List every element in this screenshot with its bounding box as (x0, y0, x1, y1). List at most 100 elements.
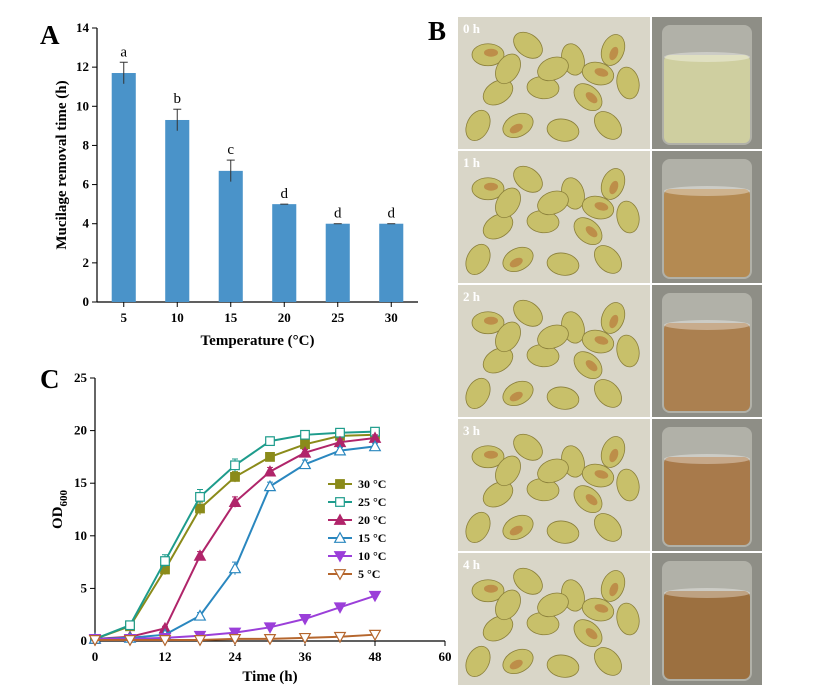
x-tick-label: 20 (278, 310, 291, 325)
photo-row-1: 1 h (458, 151, 762, 283)
bean-mark (585, 360, 598, 372)
y-tick-label: 10 (74, 528, 87, 543)
bean-mark (509, 257, 523, 268)
bean (495, 53, 521, 85)
data-point (228, 627, 242, 640)
bean (537, 324, 569, 350)
time-label: 0 h (463, 21, 481, 36)
liquid-surface (664, 52, 750, 62)
bar (165, 119, 190, 302)
bean-mark (594, 336, 609, 345)
series-1 (90, 426, 380, 644)
bean (546, 386, 580, 410)
data-point (228, 495, 242, 508)
data-point (230, 471, 240, 482)
photo-row-2: 2 h (458, 285, 762, 417)
bean-mark (609, 46, 619, 61)
bean (594, 647, 622, 676)
bean-mark (585, 494, 598, 506)
legend-marker (333, 531, 347, 543)
bean (594, 513, 622, 542)
bean (513, 433, 543, 461)
bean-mark (585, 628, 598, 640)
bar-chart-a: 0 2 4 6 8 10 12 14 a 5 b 10 c 15 d 20 d 25 d 30 Temperature … (54, 20, 418, 349)
bean-mark (484, 584, 498, 593)
bean-mark (585, 92, 598, 104)
data-point (160, 556, 170, 566)
y-tick-label: 12 (76, 59, 89, 74)
bean (616, 334, 640, 368)
data-point (195, 491, 205, 502)
bean (594, 111, 622, 140)
data-point (88, 635, 102, 647)
liquid-surface (664, 588, 750, 598)
x-axis-title: Time (h) (242, 669, 297, 685)
data-point (193, 635, 207, 647)
y-axis-title: OD600 (50, 490, 70, 530)
bar (325, 223, 350, 302)
bean (482, 347, 514, 374)
data-point (368, 629, 382, 642)
legend-marker (333, 569, 347, 581)
time-label: 2 h (463, 289, 481, 304)
y-tick-label: 2 (83, 255, 90, 270)
legend-label: 25 °C (358, 495, 386, 509)
beaker-liquid (664, 591, 750, 679)
data-point (368, 439, 382, 452)
data-point (333, 602, 347, 614)
bean (465, 377, 491, 409)
data-point (125, 620, 135, 631)
bean (537, 56, 569, 82)
y-tick-label: 14 (76, 20, 90, 35)
bean (465, 511, 491, 543)
x-tick-label: 48 (369, 649, 383, 664)
bean-mark (585, 226, 598, 238)
time-label: 4 h (463, 557, 481, 572)
legend-marker (333, 513, 347, 525)
bean (513, 567, 543, 595)
significance-letter: d (334, 206, 342, 222)
bean-mark (609, 448, 619, 463)
bean (594, 379, 622, 408)
bar (218, 170, 243, 302)
bean-mark (509, 123, 523, 134)
data-point (123, 635, 137, 647)
data-point (193, 549, 207, 561)
bean-mark (484, 48, 498, 57)
legend-label: 15 °C (358, 531, 386, 545)
bean (482, 213, 514, 240)
data-point (263, 622, 277, 634)
bean (537, 190, 569, 216)
legend-label: 5 °C (358, 567, 380, 581)
photo-row-4: 4 h (458, 553, 762, 685)
panel-letter-b: B (428, 16, 446, 46)
y-axis-title: Mucilage removal time (h) (54, 80, 70, 249)
liquid-surface (664, 186, 750, 196)
data-point (298, 446, 312, 458)
y-tick-label: 4 (83, 216, 90, 231)
bean-mark (594, 68, 609, 77)
x-tick-label: 15 (224, 310, 238, 325)
bean (482, 481, 514, 508)
legend-label: 20 °C (358, 513, 386, 527)
data-point (195, 503, 205, 514)
bean (465, 243, 491, 275)
bean (537, 592, 569, 618)
significance-letter: c (227, 142, 234, 158)
bean (616, 468, 640, 502)
bean (495, 589, 521, 621)
bean-mark (609, 582, 619, 597)
bean-mark (509, 659, 523, 670)
x-tick-label: 24 (229, 649, 243, 664)
photo-row-0: 0 h (458, 17, 762, 149)
x-axis-title: Temperature (°C) (201, 333, 315, 349)
photo-row-3: 3 h (458, 419, 762, 551)
x-tick-label: 60 (439, 649, 452, 664)
y-tick-label: 6 (83, 177, 90, 192)
data-point (193, 609, 207, 621)
y-tick-label: 5 (81, 580, 88, 595)
data-point (298, 457, 312, 470)
legend: 30 °C 25 °C 20 °C 15 °C 10 °C 5 °C (328, 477, 386, 581)
bean (495, 321, 521, 353)
significance-letter: d (281, 186, 289, 202)
